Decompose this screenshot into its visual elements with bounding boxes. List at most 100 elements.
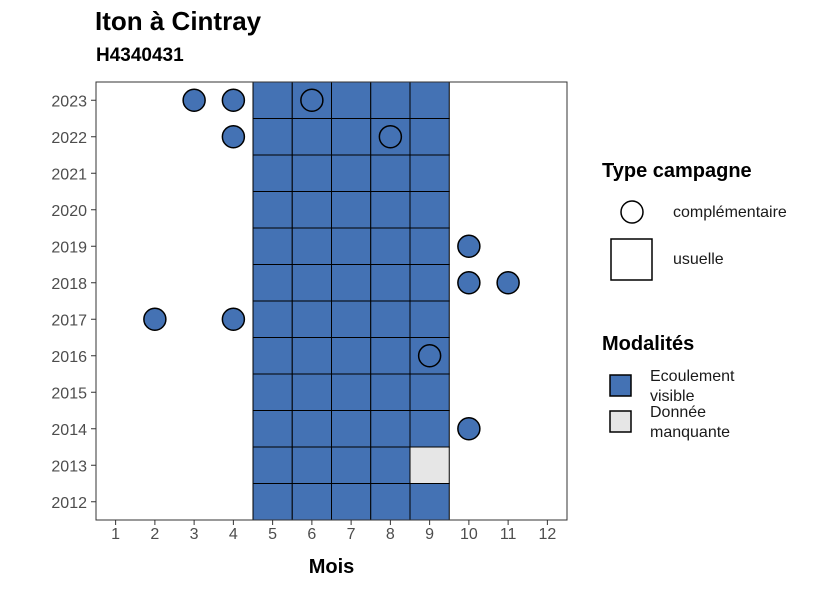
usuelle-tile — [252, 337, 293, 375]
complementaire-point — [182, 88, 206, 112]
chart-title: Iton à Cintray — [95, 6, 262, 36]
usuelle-tile — [331, 373, 372, 411]
legend-complementaire-key — [620, 200, 644, 224]
x-tick-label: 12 — [538, 526, 556, 543]
usuelle-tile — [331, 227, 372, 265]
y-tick-label: 2014 — [51, 422, 87, 439]
usuelle-tile — [252, 81, 293, 119]
usuelle-tile — [409, 410, 450, 448]
usuelle-tile — [291, 154, 332, 192]
legend-ecoulement-key — [609, 374, 632, 397]
usuelle-tile — [291, 227, 332, 265]
x-tick-label: 9 — [425, 526, 434, 543]
y-tick-label: 2016 — [51, 349, 87, 366]
chart-subtitle: H4340431 — [96, 45, 184, 66]
y-tick-label: 2012 — [51, 495, 87, 512]
usuelle-tile — [370, 81, 411, 119]
usuelle-tile — [331, 483, 372, 521]
x-tick-label: 5 — [268, 526, 277, 543]
x-axis-label: Mois — [309, 556, 355, 578]
legend-complementaire-label: complémentaire — [673, 204, 787, 221]
usuelle-tile — [331, 410, 372, 448]
complementaire-point — [221, 125, 246, 149]
usuelle-tile — [331, 300, 372, 338]
complementaire-point — [221, 307, 246, 331]
y-tick-label: 2013 — [51, 458, 87, 475]
usuelle-tile — [291, 446, 332, 484]
usuelle-tile — [331, 337, 372, 375]
usuelle-tile — [409, 483, 450, 521]
usuelle-tile — [252, 191, 293, 229]
x-tick-label: 2 — [150, 526, 159, 543]
complementaire-point — [221, 88, 246, 112]
legend-ecoulement-line1: Ecoulement — [650, 368, 735, 385]
legend-usuelle-key — [610, 238, 653, 281]
legend-donnee-line1: Donnée — [650, 404, 707, 421]
usuelle-tile — [370, 154, 411, 192]
x-tick-label: 8 — [386, 526, 395, 543]
usuelle-tile — [370, 483, 411, 521]
usuelle-tile — [331, 446, 372, 484]
usuelle-tile — [252, 118, 293, 156]
usuelle-tile — [409, 446, 450, 484]
usuelle-tile — [331, 154, 372, 192]
legend-modalites-title: Modalités — [602, 333, 695, 355]
usuelle-tile — [331, 81, 372, 119]
usuelle-tile — [252, 373, 293, 411]
y-tick-label: 2018 — [51, 276, 87, 293]
x-tick-label: 11 — [500, 526, 517, 543]
usuelle-tile — [252, 264, 293, 302]
usuelle-tile — [291, 118, 332, 156]
usuelle-tile — [252, 483, 293, 521]
complementaire-point — [378, 125, 403, 149]
complementaire-point — [457, 271, 481, 295]
legend-donnee-key — [609, 410, 632, 433]
usuelle-tile — [409, 300, 450, 338]
usuelle-tile — [252, 410, 293, 448]
complementaire-point — [143, 307, 167, 331]
complementaire-point — [457, 234, 481, 258]
y-tick-label: 2023 — [51, 93, 87, 110]
usuelle-tile — [252, 227, 293, 265]
usuelle-tile — [370, 373, 411, 411]
y-tick-label: 2017 — [51, 312, 87, 329]
complementaire-point — [457, 417, 481, 441]
y-tick-label: 2019 — [51, 239, 87, 256]
complementaire-point — [300, 88, 324, 112]
usuelle-tile — [291, 410, 332, 448]
usuelle-tile — [409, 373, 450, 411]
usuelle-tile — [409, 264, 450, 302]
complementaire-point — [496, 271, 520, 295]
usuelle-tile — [291, 300, 332, 338]
usuelle-tile — [252, 446, 293, 484]
usuelle-tile — [291, 191, 332, 229]
usuelle-tile — [291, 264, 332, 302]
x-tick-label: 3 — [190, 526, 199, 543]
usuelle-tile — [370, 410, 411, 448]
legend-ecoulement-line2: visible — [650, 388, 695, 405]
legend-ecoulement-label: Ecoulement visible — [650, 367, 735, 407]
usuelle-tile — [370, 300, 411, 338]
x-tick-label: 6 — [307, 526, 316, 543]
usuelle-tile — [370, 191, 411, 229]
x-tick-label: 1 — [111, 526, 120, 543]
y-tick-label: 2021 — [51, 166, 87, 183]
usuelle-tile — [409, 118, 450, 156]
y-tick-label: 2022 — [51, 130, 87, 147]
usuelle-tile — [370, 264, 411, 302]
x-tick-label: 7 — [347, 526, 356, 543]
usuelle-tile — [409, 191, 450, 229]
y-tick-label: 2015 — [51, 385, 87, 402]
usuelle-tile — [252, 154, 293, 192]
usuelle-tile — [291, 373, 332, 411]
x-tick-label: 4 — [229, 526, 238, 543]
usuelle-tile — [291, 483, 332, 521]
usuelle-tile — [370, 337, 411, 375]
usuelle-tile — [331, 118, 372, 156]
usuelle-tile — [370, 446, 411, 484]
usuelle-tile — [409, 81, 450, 119]
legend-type-campagne-title: Type campagne — [602, 160, 752, 182]
legend-donnee-line2: manquante — [650, 424, 731, 441]
usuelle-tile — [370, 227, 411, 265]
